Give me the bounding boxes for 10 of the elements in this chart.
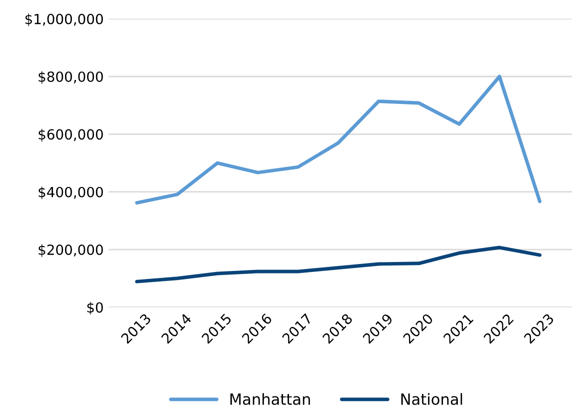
y-tick-label: $400,000 [38, 186, 103, 200]
y-tick-label: $800,000 [38, 71, 103, 84]
line-series [135, 246, 542, 284]
y-tick-label: $0 [87, 302, 103, 315]
y-tick-label: $600,000 [38, 128, 103, 142]
line-series [135, 74, 542, 205]
legend-label: Manhattan [230, 393, 310, 405]
legend-label: National [401, 393, 462, 405]
y-tick-label: $200,000 [38, 244, 103, 257]
y-tick-label: $1,000,000 [25, 14, 103, 26]
